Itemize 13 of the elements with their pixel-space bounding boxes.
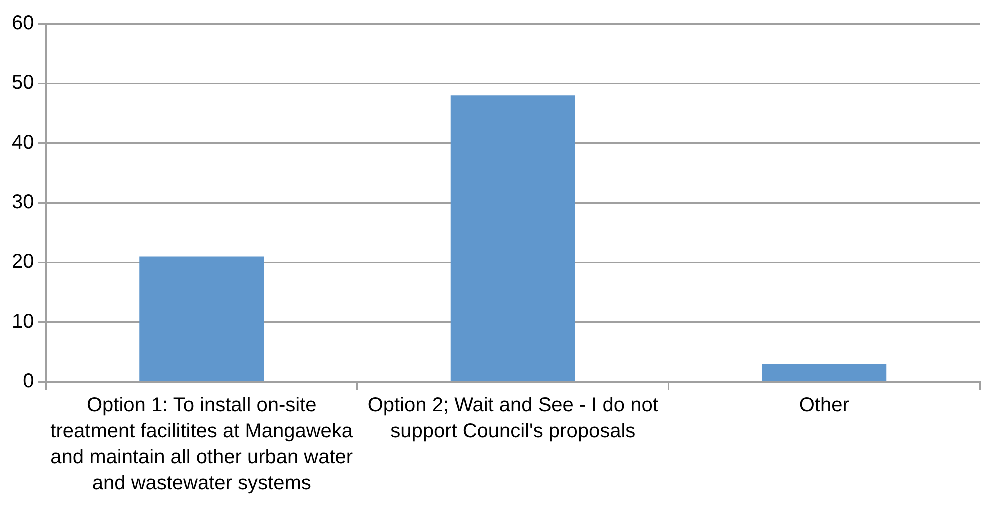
y-tick-label: 60 [12, 12, 34, 35]
x-tick-label: Option 1: To install on-site treatment facilitites at Mangaweka and maintain all other urban water and wastewater systems [50, 394, 354, 495]
y-tick-label: 10 [12, 310, 34, 333]
x-tick-label: Other [799, 394, 850, 417]
bar [450, 96, 576, 382]
y-tick-label: 50 [12, 72, 34, 94]
x-tick-label: Option 2; Wait and See - I do not support Council's proposals [368, 394, 659, 443]
y-tick-label: 0 [23, 370, 34, 393]
bar [762, 364, 887, 382]
y-tick-label: 20 [12, 251, 34, 274]
bar [140, 256, 264, 382]
y-tick-label: 40 [12, 132, 34, 154]
y-tick-label: 30 [12, 192, 34, 214]
